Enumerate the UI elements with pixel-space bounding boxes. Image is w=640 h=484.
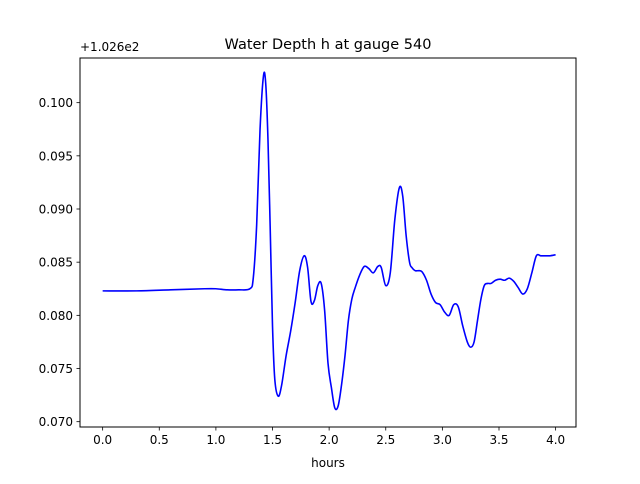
x-tick-label: 4.0 — [546, 433, 565, 447]
x-tick-label: 1.5 — [263, 433, 282, 447]
series-layer — [102, 71, 556, 411]
y-tick-label: 0.090 — [39, 203, 73, 217]
x-tick-label: 1.0 — [206, 433, 225, 447]
x-tick-label: 0.0 — [93, 433, 112, 447]
x-axis-label: hours — [311, 456, 345, 470]
y-tick-label: 0.075 — [39, 362, 73, 376]
x-tick-label: 3.0 — [433, 433, 452, 447]
y-tick-label: 0.080 — [39, 309, 73, 323]
x-tick-label: 2.5 — [376, 433, 395, 447]
chart-title: Water Depth h at gauge 540 — [225, 37, 432, 53]
x-tick-label: 3.5 — [489, 433, 508, 447]
plot-area-frame — [79, 57, 577, 428]
x-axis-ticks: 0.0 0.5 1.0 1.5 2.0 2.5 3.0 3.5 4.0 — [93, 427, 565, 447]
y-tick-label: 0.070 — [39, 415, 73, 429]
y-tick-label: 0.100 — [39, 96, 73, 110]
series-line — [102, 71, 556, 411]
y-tick-label: 0.085 — [39, 256, 73, 270]
y-axis-offset-label: +1.026e2 — [80, 40, 139, 54]
x-tick-label: 2.0 — [320, 433, 339, 447]
y-tick-label: 0.095 — [39, 149, 73, 163]
y-axis-ticks: 0.070 0.075 0.080 0.085 0.090 0.095 0.100 — [39, 96, 80, 429]
x-tick-label: 0.5 — [150, 433, 169, 447]
